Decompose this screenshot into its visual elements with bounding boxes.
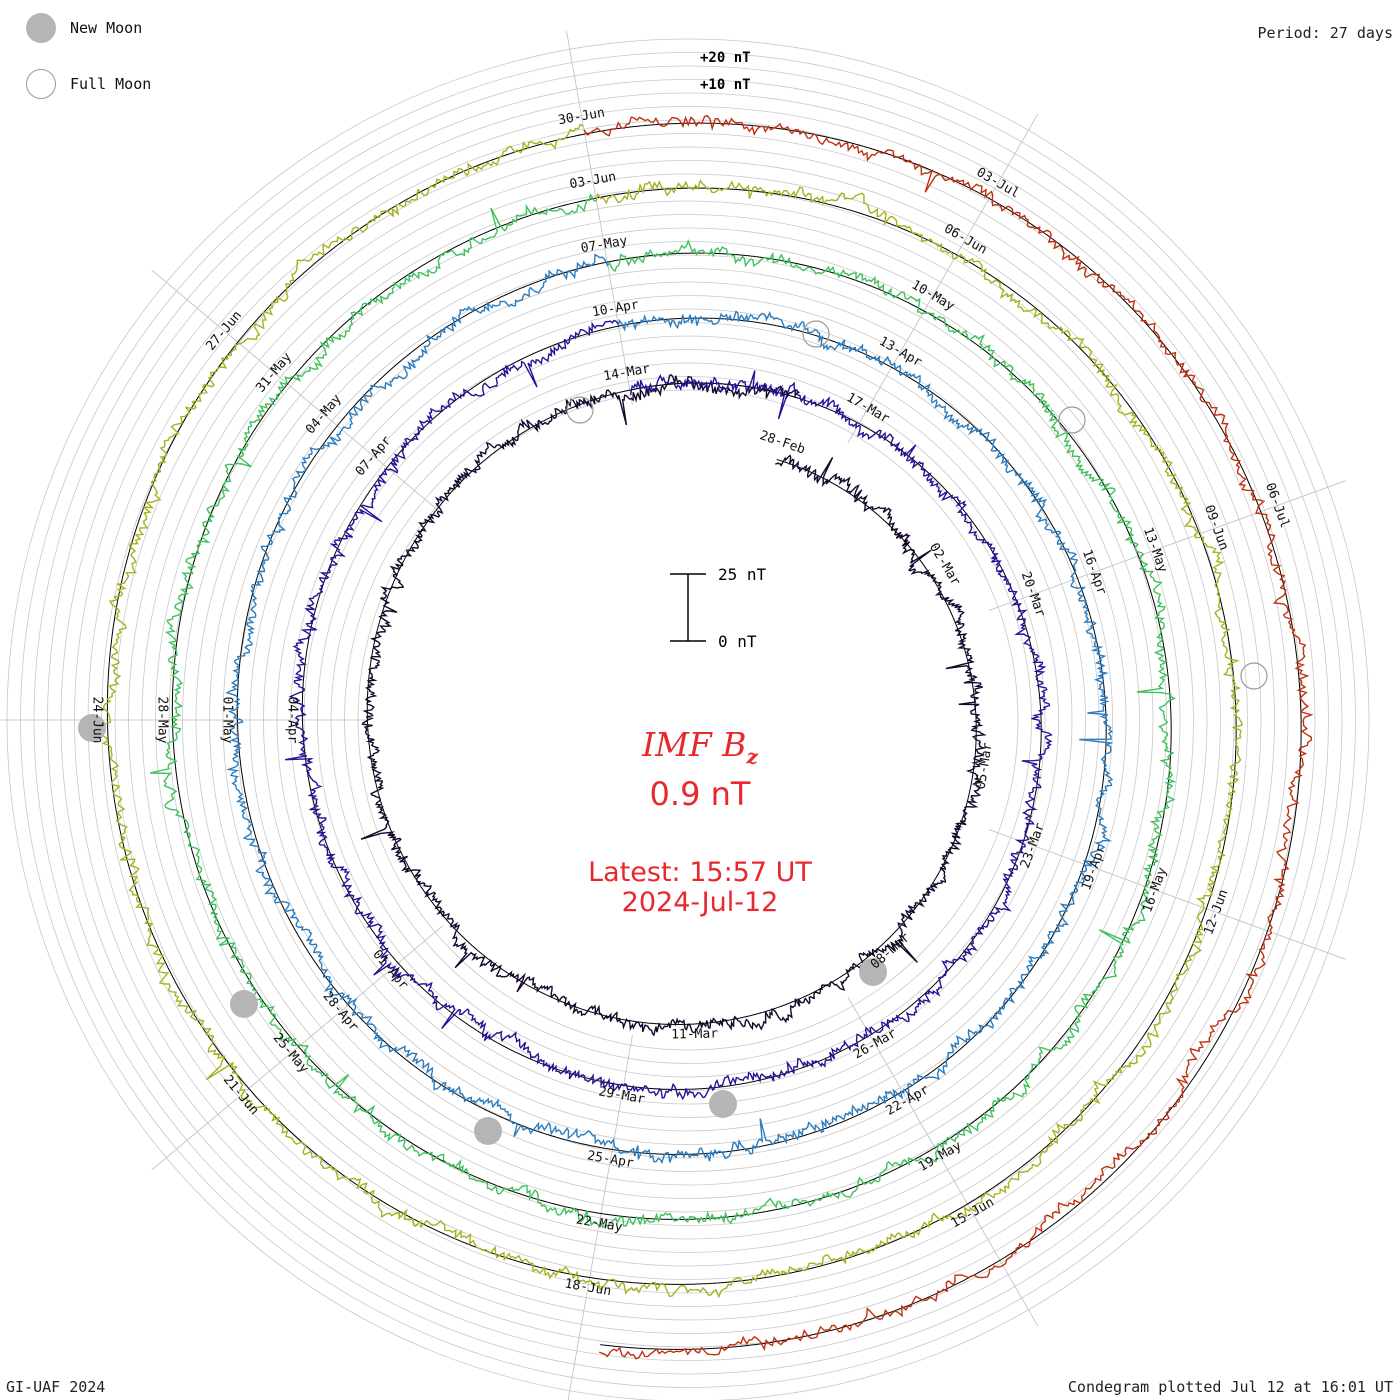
grid-ring [290,322,1086,1118]
date-label: 07-Apr [353,433,395,479]
grid-ring [47,79,1329,1361]
grid-ring [128,160,1248,1280]
date-label: 05-Mar [974,741,996,790]
date-label: 07-May [580,233,629,256]
bz-trace-rotation-3 [225,253,1114,1165]
grid-ring [357,389,1019,1051]
grid-spoke [151,925,444,1171]
date-label: 13-May [1140,525,1170,574]
full-moon-marker [1058,406,1086,434]
offset-label-10: +10 nT [700,77,751,93]
full-moon-marker [1240,662,1268,690]
date-label: 10-Apr [591,297,640,320]
scale-bar-high-label: 25 nT [718,565,767,584]
grid-ring [236,268,1140,1172]
latest-time: Latest: 15:57 UT [588,857,812,888]
offset-labels: +20 nT +10 nT [700,50,751,93]
concentric-gridlines [6,38,1370,1400]
plotted-label: Condegram plotted Jul 12 at 16:01 UT [1067,1378,1393,1396]
grid-ring [263,295,1113,1145]
date-label: 14-Mar [602,361,651,384]
date-label: 01-May [219,697,234,744]
new-moon-icon [26,13,56,43]
offset-label-20: +20 nT [700,50,751,66]
grid-ring [141,173,1235,1267]
bz-traces [100,114,1314,1360]
baseline-rotation-1 [366,382,977,1025]
legend-full-moon-label: Full Moon [70,75,152,93]
grid-ring [276,308,1100,1132]
date-label: 11-Mar [671,1027,718,1043]
grid-spoke [847,996,1039,1327]
credit-label: GI-UAF 2024 [6,1378,106,1396]
date-label: 16-Apr [1079,548,1109,597]
grid-ring [114,146,1262,1294]
bz-trace-rotation-1 [360,373,987,1037]
period-label: Period: 27 days [1257,24,1393,42]
grid-ring [303,335,1073,1105]
moon-markers [78,320,1268,1145]
date-label: 02-Mar [926,541,963,589]
grid-ring [249,281,1127,1159]
new-moon-marker [230,990,258,1018]
baseline-rotation-4 [171,197,1172,1220]
grid-ring [330,362,1046,1078]
grid-spoke [567,1035,633,1400]
grid-ring [195,227,1181,1213]
grid-spoke [988,829,1346,960]
date-label: 03-Jun [568,169,617,192]
grid-spoke [566,30,633,405]
grid-ring [168,200,1208,1240]
grid-ring [182,214,1194,1226]
date-label: 28-May [154,697,169,744]
bz-trace-rotation-4 [149,192,1177,1229]
grid-ring [33,65,1343,1375]
grid-ring [222,254,1154,1186]
grid-ring [20,52,1356,1388]
new-moon-marker [78,714,106,742]
bz-trace-rotation-6 [583,114,1314,1360]
chart-title-main: IMF B [642,725,747,764]
grid-spoke [847,113,1039,444]
grid-ring [317,349,1059,1091]
grid-ring [6,38,1370,1400]
full-moon-marker [566,396,594,424]
radial-gridlines [0,30,1346,1400]
legend-new-moon-label: New Moon [70,19,143,37]
scale-bar-low-label: 0 nT [718,632,757,651]
full-moon-icon [26,69,56,99]
new-moon-marker [859,958,887,986]
new-moon-marker [474,1117,502,1145]
chart-title: IMF Bz [0,725,1400,769]
date-label: 28-Feb [758,428,807,457]
grid-spoke [988,480,1346,611]
date-label: 24-Jun [89,697,104,744]
latest-date: 2024-Jul-12 [621,887,779,918]
grid-spoke [151,269,444,515]
baseline-rotation-6 [584,122,1302,1350]
grid-ring [60,92,1316,1348]
chart-title-sub: z [746,744,758,769]
legend-new-moon: New Moon [26,13,142,43]
bz-trace-rotation-2 [284,319,1053,1101]
date-label: 04-Apr [284,697,299,744]
legend-full-moon: Full Moon [26,69,151,99]
scale-bar: 25 nT 0 nT [670,565,767,651]
full-moon-marker [802,320,830,348]
baseline-rotation-5 [106,133,1237,1285]
new-moon-marker [709,1090,737,1118]
latest-block: Latest: 15:57 UT 2024-Jul-12 [0,858,1400,918]
current-value: 0.9 nT [649,775,751,813]
bz-trace-rotation-5 [100,123,1243,1299]
